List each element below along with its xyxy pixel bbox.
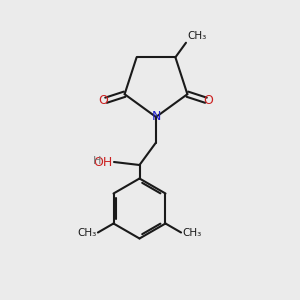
Text: CH₃: CH₃ <box>183 227 202 238</box>
Text: N: N <box>151 110 161 124</box>
Text: O: O <box>99 94 109 107</box>
Text: CH₃: CH₃ <box>77 227 96 238</box>
Text: CH₃: CH₃ <box>188 31 207 41</box>
Text: O: O <box>203 94 213 107</box>
Text: OH: OH <box>93 155 112 169</box>
Text: H: H <box>93 156 101 166</box>
